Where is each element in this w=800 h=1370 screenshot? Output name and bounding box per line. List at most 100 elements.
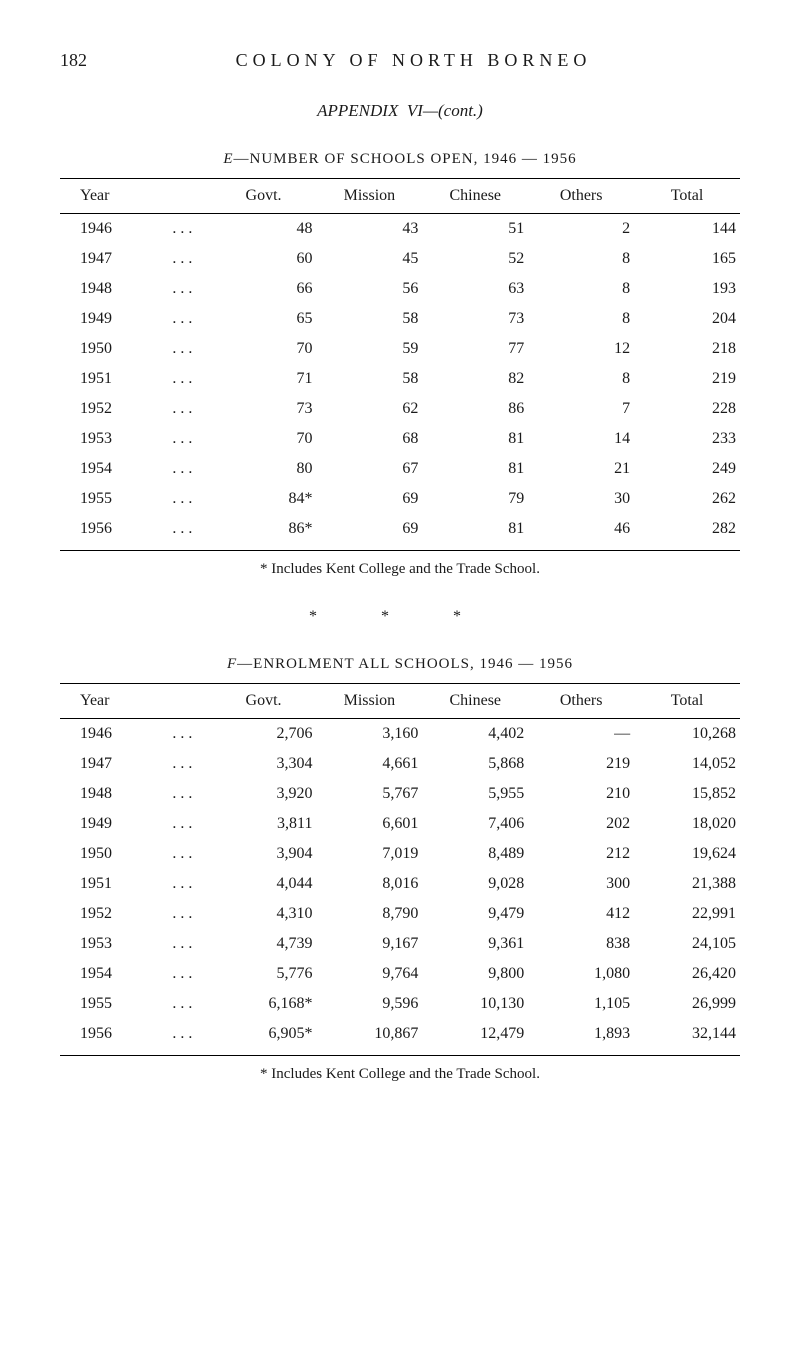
appendix-label: APPENDIX [317,101,398,120]
table-row: 1954. . .80678121249 [60,454,740,484]
page-number: 182 [60,50,87,71]
cell-year: 1955 [60,989,154,1019]
cell-value: 9,479 [422,899,528,929]
cell-value: 1,080 [528,959,634,989]
cell-dots: . . . [154,334,210,364]
section-f-prefix: F [227,656,237,672]
cell-year: 1953 [60,424,154,454]
cell-value: 8 [528,244,634,274]
cell-value: 59 [316,334,422,364]
table-row: 1948. . .3,9205,7675,95521015,852 [60,779,740,809]
table-row: 1949. . .3,8116,6017,40620218,020 [60,809,740,839]
cell-dots: . . . [154,899,210,929]
table-row: 1946. . .4843512144 [60,214,740,245]
cell-value: 58 [316,364,422,394]
cell-value: 52 [422,244,528,274]
cell-year: 1947 [60,749,154,779]
cell-year: 1949 [60,304,154,334]
cell-value: 8,016 [316,869,422,899]
cell-value: 5,776 [211,959,317,989]
cell-year: 1950 [60,839,154,869]
cell-value: 67 [316,454,422,484]
cell-year: 1954 [60,959,154,989]
cell-value: 22,991 [634,899,740,929]
table-row: 1949. . .6558738204 [60,304,740,334]
table-e-body: 1946. . .48435121441947. . .604552816519… [60,214,740,551]
cell-value: 262 [634,484,740,514]
cell-value: 73 [211,394,317,424]
cell-value: 9,028 [422,869,528,899]
cell-dots: . . . [154,394,210,424]
appendix-cont: —(cont.) [423,101,483,120]
cell-value: 56 [316,274,422,304]
th-year: Year [60,179,211,214]
cell-value: 6,168* [211,989,317,1019]
cell-value: 86* [211,514,317,551]
cell-dots: . . . [154,274,210,304]
cell-value: 58 [316,304,422,334]
cell-dots: . . . [154,484,210,514]
table-row: 1946. . .2,7063,1604,402—10,268 [60,719,740,750]
cell-value: 2,706 [211,719,317,750]
table-f-body: 1946. . .2,7063,1604,402—10,2681947. . .… [60,719,740,1056]
cell-value: 70 [211,424,317,454]
cell-value: 193 [634,274,740,304]
cell-value: 3,904 [211,839,317,869]
cell-value: 219 [634,364,740,394]
cell-value: 86 [422,394,528,424]
cell-value: 1,893 [528,1019,634,1056]
cell-value: 21,388 [634,869,740,899]
cell-value: 3,160 [316,719,422,750]
cell-value: 8 [528,274,634,304]
cell-value: 7 [528,394,634,424]
cell-value: 63 [422,274,528,304]
cell-value: 9,800 [422,959,528,989]
cell-value: 2 [528,214,634,245]
cell-value: 3,920 [211,779,317,809]
cell-value: 14,052 [634,749,740,779]
cell-year: 1951 [60,364,154,394]
stars-separator: * * * [60,608,740,626]
cell-value: 30 [528,484,634,514]
cell-dots: . . . [154,214,210,245]
table-row: 1947. . .3,3044,6615,86821914,052 [60,749,740,779]
section-e-prefix: E [223,151,233,167]
table-e-footnote: * Includes Kent College and the Trade Sc… [60,561,740,578]
cell-value: 43 [316,214,422,245]
section-f-main: —ENROLMENT ALL SCHOOLS, 1946 — 1956 [237,656,573,672]
cell-year: 1956 [60,514,154,551]
cell-value: 77 [422,334,528,364]
cell-value: 71 [211,364,317,394]
table-row: 1952. . .7362867228 [60,394,740,424]
cell-dots: . . . [154,929,210,959]
cell-dots: . . . [154,424,210,454]
cell-value: 3,304 [211,749,317,779]
cell-value: 60 [211,244,317,274]
cell-value: 82 [422,364,528,394]
cell-dots: . . . [154,514,210,551]
cell-value: 219 [528,749,634,779]
cell-value: 15,852 [634,779,740,809]
cell-value: 12,479 [422,1019,528,1056]
cell-dots: . . . [154,304,210,334]
cell-value: 144 [634,214,740,245]
cell-value: 4,310 [211,899,317,929]
table-row: 1954. . .5,7769,7649,8001,08026,420 [60,959,740,989]
cell-year: 1950 [60,334,154,364]
cell-value: 1,105 [528,989,634,1019]
cell-value: 10,867 [316,1019,422,1056]
cell-value: 5,767 [316,779,422,809]
cell-value: 32,144 [634,1019,740,1056]
cell-dots: . . . [154,454,210,484]
cell-value: 65 [211,304,317,334]
cell-value: 19,624 [634,839,740,869]
th-year-f: Year [60,684,211,719]
cell-value: 8 [528,364,634,394]
cell-value: 7,019 [316,839,422,869]
cell-value: 51 [422,214,528,245]
table-row: 1947. . .6045528165 [60,244,740,274]
cell-year: 1956 [60,1019,154,1056]
cell-value: 8,489 [422,839,528,869]
cell-value: 66 [211,274,317,304]
cell-value: 18,020 [634,809,740,839]
